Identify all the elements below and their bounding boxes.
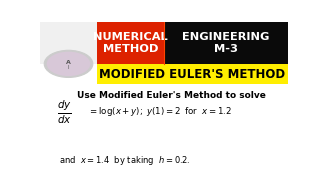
Circle shape — [44, 50, 93, 77]
Text: $= \log(x + y);\; y(1) = 2\;$ for $\; x = 1.2$: $= \log(x + y);\; y(1) = 2\;$ for $\; x … — [88, 105, 232, 118]
Text: Use Modified Euler's Method to solve: Use Modified Euler's Method to solve — [77, 91, 266, 100]
Bar — [40, 22, 97, 64]
Text: and  $x = 1.4$  by taking  $h = 0.2.$: and $x = 1.4$ by taking $h = 0.2.$ — [59, 154, 190, 167]
Bar — [97, 22, 164, 64]
Text: I: I — [68, 65, 69, 70]
Text: NUMERICAL
METHOD: NUMERICAL METHOD — [93, 32, 168, 54]
Circle shape — [47, 52, 90, 76]
Bar — [164, 22, 288, 64]
Text: A: A — [66, 60, 71, 65]
Text: MODIFIED EULER'S METHOD: MODIFIED EULER'S METHOD — [100, 68, 285, 81]
Text: ENGINEERING
M-3: ENGINEERING M-3 — [182, 32, 270, 54]
Bar — [97, 64, 288, 84]
Text: $\frac{dy}{dx}$: $\frac{dy}{dx}$ — [57, 98, 72, 126]
Bar — [40, 22, 97, 64]
